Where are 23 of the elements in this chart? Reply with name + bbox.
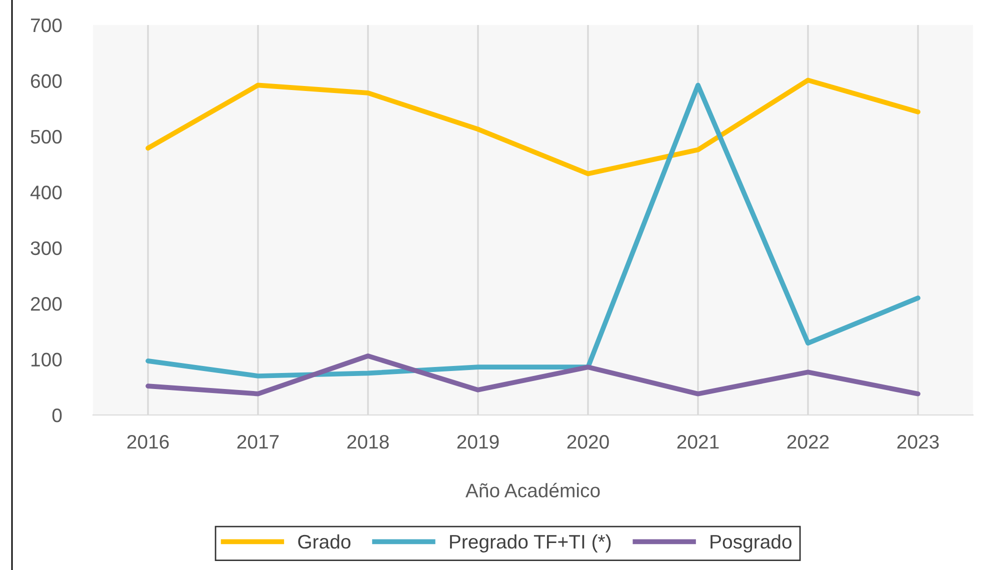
y-tick-label: 100 (31, 352, 62, 367)
y-tick-label: 0 (52, 408, 62, 422)
legend-label: Pregrado TF+TI (*) (450, 534, 611, 552)
legend-label: Grado (298, 534, 350, 549)
y-tick-label: 200 (30, 297, 62, 311)
x-tick-label: 2021 (677, 434, 719, 449)
x-tick-label: 2020 (567, 434, 609, 449)
y-tick-label: 700 (31, 18, 62, 32)
y-tick-label: 500 (30, 130, 62, 144)
x-tick-label: 2017 (237, 434, 279, 449)
line-series (146, 78, 920, 176)
x-axis-title: Año Académico (465, 482, 600, 498)
legend-label: Posgrado (710, 534, 792, 552)
y-tick-label: 300 (30, 241, 62, 256)
y-tick-label: 600 (30, 74, 62, 88)
x-tick-label: 2022 (787, 434, 829, 449)
line-series (146, 354, 920, 396)
x-tick-label: 2016 (127, 434, 169, 449)
y-tick-label: 400 (30, 186, 62, 200)
line-series (146, 82, 920, 378)
x-tick-label: 2019 (457, 434, 499, 449)
x-tick-label: 2023 (897, 434, 939, 449)
x-tick-label: 2018 (347, 434, 389, 449)
